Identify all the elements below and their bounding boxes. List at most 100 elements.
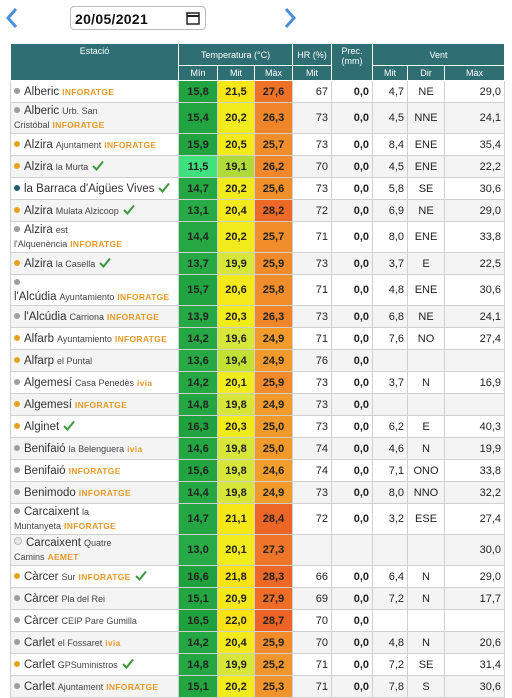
station-cell[interactable]: Alberic Urb. San Cristóbal INFORATGE [10,102,179,134]
station-row[interactable]: Càrcer CEIP Pare Gumilla 16,5 22,0 28,7 70 0,0 [10,609,506,632]
station-cell[interactable]: Carcaixent la Muntanyeta INFORATGE [10,503,179,535]
station-row[interactable]: Alberic Urb. San Cristóbal INFORATGE 15,4 20… [10,102,506,134]
station-row[interactable]: Benifaió INFORATGE 15,6 19,8 24,6 74 0,0 7,1 ONO… [10,459,506,482]
value-cell: 19,9 [217,252,255,275]
value-cell: 15,8 [178,80,218,103]
station-row[interactable]: Benifaió la Belenguera ivia 14,6 19,8 25,0 74 0… [10,437,506,460]
value-cell: 30,6 [444,177,506,200]
status-dot [14,162,20,169]
status-dot [14,259,20,266]
status-dot [14,422,20,429]
station-row[interactable]: Alfarp el Puntal 13,6 19,4 24,9 76 0,0 [10,349,506,372]
station-row[interactable]: l'Alcúdia Carriona INFORATGE 13,9 20,3 26,3 73… [10,305,506,328]
station-cell[interactable]: Alfarb Ayuntamiento INFORATGE [10,327,179,350]
station-cell[interactable]: Càrcer CEIP Pare Gumilla [10,609,179,632]
station-cell[interactable]: Alzira Mulata Alzicoop [10,199,179,222]
station-cell[interactable]: Càrcer Sur INFORATGE [10,565,179,588]
station-row[interactable]: Carlet el Fossaret ivia 14,2 20,4 25,9 70 0,0 4,… [10,631,506,654]
value-cell: 30,6 [444,274,506,306]
station-cell[interactable]: Alginet [10,415,179,438]
station-network: INFORATGE [64,521,117,531]
value-cell: 14,4 [178,481,218,504]
station-row[interactable]: Alberic INFORATGE 15,8 21,5 27,6 67 0,0 4,7 NE 29… [10,80,506,103]
station-cell[interactable]: Càrcer Pla del Rei [10,587,179,610]
status-dot [14,638,20,645]
date-input[interactable]: 20/05/2021 [70,6,206,30]
station-cell[interactable]: Carcaixent Quatre Camins AEMET [10,534,179,566]
subheader[interactable]: Mit [217,65,255,81]
station-row[interactable]: Alzira la Murta 11,5 19,1 26,2 70 0,0 4,5 ENE 22,… [10,155,506,178]
value-cell [372,609,409,632]
value-cell: 71 [292,221,333,253]
subheader[interactable]: Mit [372,65,409,81]
station-cell[interactable]: Algemesí INFORATGE [10,393,179,416]
station-cell[interactable]: Carlet GPSuministros [10,653,179,676]
station-row[interactable]: l'Alcúdia Ayuntamiento INFORATGE 15,7 20,6 25… [10,274,506,306]
value-cell: 6,8 [372,305,409,328]
value-cell: 0,0 [331,274,374,306]
station-cell[interactable]: Alzira est l'Alquenència INFORATGE [10,221,179,253]
value-cell: 15,6 [178,459,218,482]
next-day-button[interactable] [282,6,298,30]
value-cell: 0,0 [331,481,374,504]
station-cell[interactable]: Algemesí Casa Penedès ivia [10,371,179,394]
status-dot [14,572,20,579]
value-cell: 4,8 [372,631,409,654]
value-cell: 72 [292,199,333,222]
station-cell[interactable]: Alberic INFORATGE [10,80,179,103]
station-row[interactable]: Carcaixent Quatre Camins AEMET 13,0 20,1 27,3… [10,534,506,566]
station-row[interactable]: Alginet 16,3 20,3 25,0 73 0,0 6,2 E 40,3 [10,415,506,438]
subheader[interactable]: Màx [444,65,506,81]
station-cell[interactable]: l'Alcúdia Ayuntamiento INFORATGE [10,274,179,306]
subheader[interactable]: Màx [253,65,294,81]
value-cell: 25,9 [253,252,294,275]
value-cell: E [407,252,446,275]
value-cell: 0,0 [331,133,374,156]
station-cell[interactable]: la Barraca d'Aigües Vives [10,177,179,200]
station-row[interactable]: Carcaixent la Muntanyeta INFORATGE 14,7 21,1… [10,503,506,535]
value-cell: 31,4 [444,653,506,676]
station-row[interactable]: Algemesí Casa Penedès ivia 14,2 20,1 25,9 73 0,… [10,371,506,394]
check-icon [99,257,112,268]
value-cell [407,349,446,372]
station-row[interactable]: Alzira est l'Alquenència INFORATGE 14,4 20,2… [10,221,506,253]
station-cell[interactable]: Benimodo INFORATGE [10,481,179,504]
station-row[interactable]: Alzira la Casella 13,7 19,9 25,9 73 0,0 3,7 E 22,… [10,252,506,275]
value-cell: 16,9 [444,371,506,394]
value-cell: 27,6 [253,80,294,103]
header-station[interactable]: Estació [10,43,179,81]
value-cell: 8,4 [372,133,409,156]
subheader[interactable]: Dir [407,65,446,81]
station-row[interactable]: Algemesí INFORATGE 14,8 19,8 24,9 73 0,0 [10,393,506,416]
station-cell[interactable]: Alzira Ajuntament INFORATGE [10,133,179,156]
station-row[interactable]: Alfarb Ayuntamiento INFORATGE 14,2 19,6 24,9 7… [10,327,506,350]
station-row[interactable]: Càrcer Sur INFORATGE 16,6 21,8 28,3 66 0,0 6,4 N 2… [10,565,506,588]
station-row[interactable]: Carlet GPSuministros 14,8 19,9 25,2 71 0,0 7,2 S… [10,653,506,676]
station-row[interactable]: Alzira Mulata Alzicoop 13,1 20,4 28,2 72 0,0 6,… [10,199,506,222]
station-cell[interactable]: Carlet Ajuntament INFORATGE [10,675,179,698]
station-row[interactable]: Càrcer Pla del Rei 15,1 20,9 27,9 69 0,0 7,2 N 17… [10,587,506,610]
station-row[interactable]: Benimodo INFORATGE 14,4 19,8 24,9 73 0,0 8,0 NNO… [10,481,506,504]
value-cell: 24,1 [444,305,506,328]
subheader[interactable]: Mín [178,65,218,81]
station-cell[interactable]: Alzira la Casella [10,252,179,275]
value-cell: 24,6 [253,459,294,482]
value-cell: 15,7 [178,274,218,306]
station-cell[interactable]: l'Alcúdia Carriona INFORATGE [10,305,179,328]
value-cell: 21,5 [217,80,255,103]
value-cell: 20,3 [217,305,255,328]
station-row[interactable]: la Barraca d'Aigües Vives 14,7 20,2 25,6 73 0… [10,177,506,200]
station-cell[interactable]: Benifaió INFORATGE [10,459,179,482]
station-row[interactable]: Carlet Ajuntament INFORATGE 15,1 20,2 25,3 71 0… [10,675,506,698]
station-cell[interactable]: Alzira la Murta [10,155,179,178]
station-row[interactable]: Alzira Ajuntament INFORATGE 15,9 20,5 25,7 73 0… [10,133,506,156]
station-cell[interactable]: Alfarp el Puntal [10,349,179,372]
calendar-icon[interactable] [186,11,200,25]
status-dot [14,444,20,451]
prev-day-button[interactable] [4,6,20,30]
station-cell[interactable]: Carlet el Fossaret ivia [10,631,179,654]
station-cell[interactable]: Benifaió la Belenguera ivia [10,437,179,460]
subheader[interactable]: Mit [292,65,333,81]
value-cell: 19,8 [217,459,255,482]
station-place: Carriona [69,311,104,322]
